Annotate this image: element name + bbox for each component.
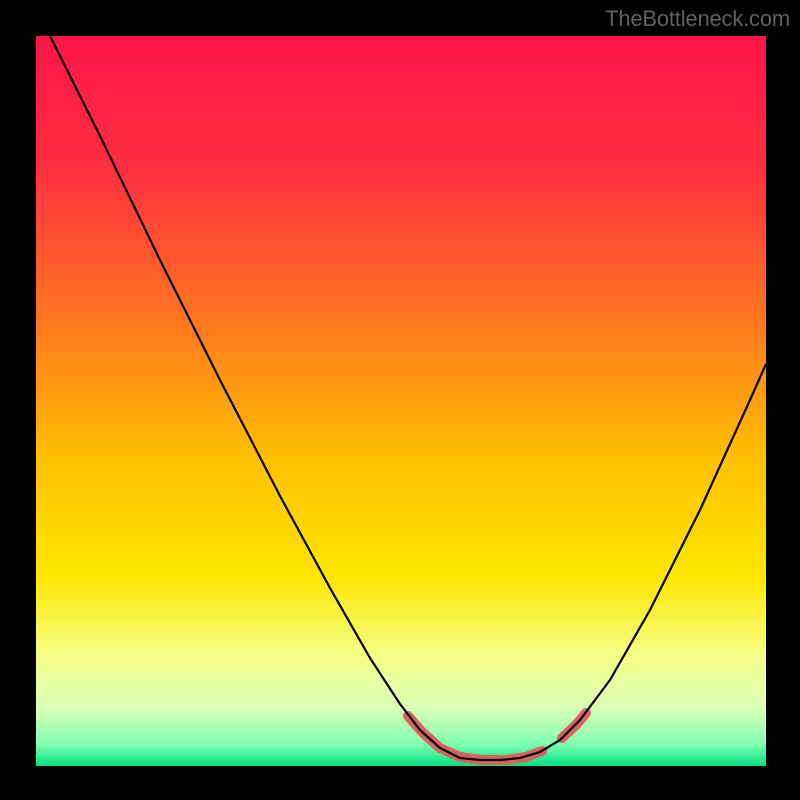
gradient-background xyxy=(36,36,766,766)
watermark-label: TheBottleneck.com xyxy=(605,6,790,32)
chart-container: TheBottleneck.com xyxy=(0,0,800,800)
bottleneck-chart xyxy=(0,0,800,800)
